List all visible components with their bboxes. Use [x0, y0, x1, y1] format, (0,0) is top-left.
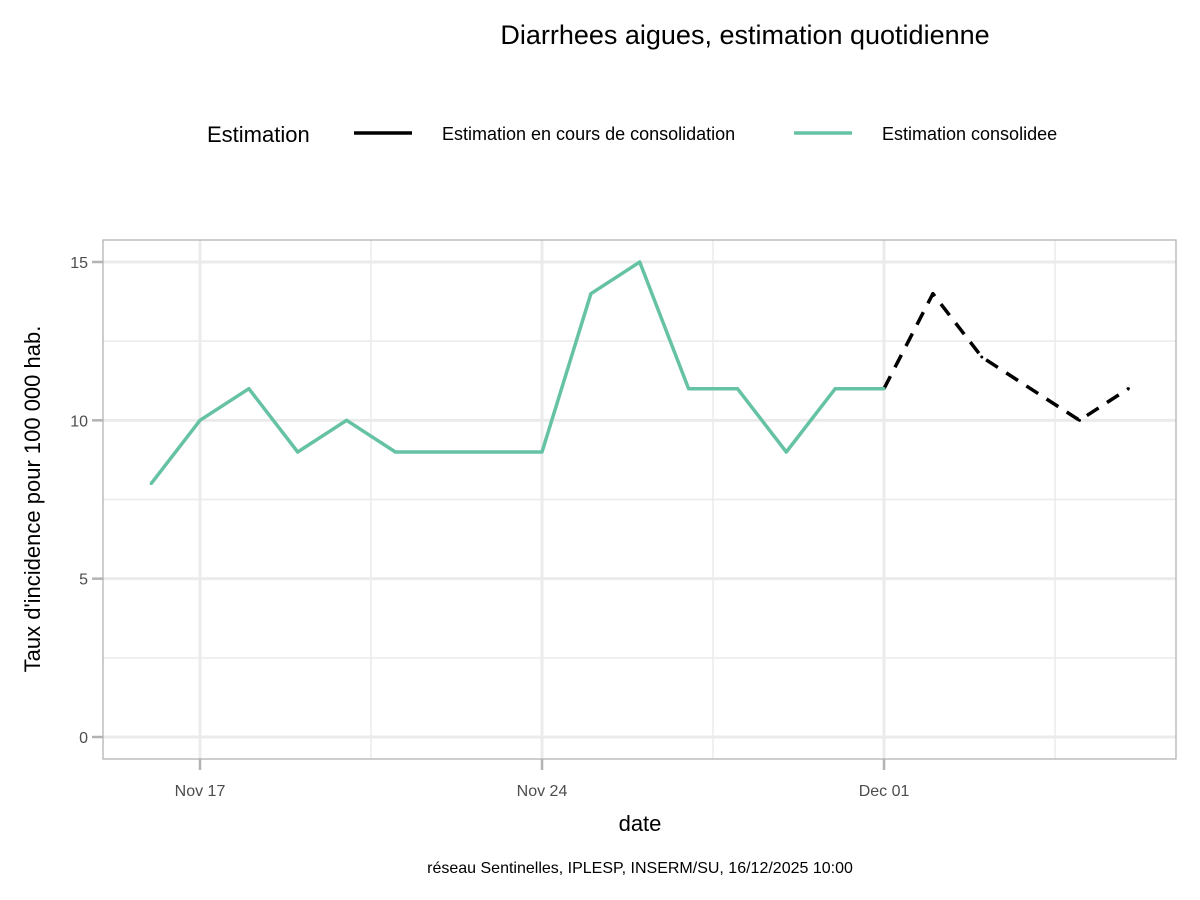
- x-tick-label: Nov 17: [175, 783, 226, 800]
- data-point: [833, 387, 837, 391]
- grid-minor: [103, 240, 1176, 759]
- data-point: [784, 450, 788, 454]
- series-layer: [149, 260, 1130, 486]
- data-point: [1126, 387, 1130, 391]
- data-point: [638, 260, 642, 264]
- data-point: [687, 387, 691, 391]
- data-point: [735, 387, 739, 391]
- caption: réseau Sentinelles, IPLESP, INSERM/SU, 1…: [427, 860, 853, 877]
- series-line-1: [149, 260, 884, 485]
- plot-panel-border: [102, 239, 1177, 760]
- data-point: [247, 387, 251, 391]
- y-axis: 0 5 10 15: [70, 255, 103, 747]
- series-line-0: [882, 291, 1130, 423]
- data-point: [198, 418, 202, 422]
- data-point: [931, 292, 935, 296]
- x-tick-label: Dec 01: [859, 783, 910, 800]
- data-point: [296, 450, 300, 454]
- legend: Estimation Estimation en cours de consol…: [207, 122, 1057, 147]
- data-point: [345, 418, 349, 422]
- legend-title: Estimation: [207, 122, 310, 147]
- grid-major: [103, 240, 1176, 759]
- data-point: [393, 450, 397, 454]
- y-axis-title: Taux d'incidence pour 100 000 hab.: [20, 326, 45, 673]
- y-tick-label: 5: [79, 572, 88, 589]
- y-tick-label: 10: [70, 413, 88, 430]
- y-tick-label: 0: [79, 730, 88, 747]
- data-point: [980, 355, 984, 359]
- data-point: [149, 482, 153, 486]
- x-axis: Nov 17 Nov 24 Dec 01: [175, 759, 910, 800]
- legend-label-pending: Estimation en cours de consolidation: [442, 124, 735, 144]
- data-point: [442, 450, 446, 454]
- x-tick-label: Nov 24: [517, 783, 568, 800]
- x-axis-title: date: [619, 811, 662, 836]
- y-tick-label: 15: [70, 255, 88, 272]
- data-point: [1029, 387, 1033, 391]
- data-point: [589, 292, 593, 296]
- data-point: [882, 387, 886, 391]
- chart-title: Diarrhees aigues, estimation quotidienne: [500, 20, 989, 50]
- data-point: [491, 450, 495, 454]
- data-point: [540, 450, 544, 454]
- legend-label-consolidated: Estimation consolidee: [882, 124, 1057, 144]
- data-point: [1077, 418, 1081, 422]
